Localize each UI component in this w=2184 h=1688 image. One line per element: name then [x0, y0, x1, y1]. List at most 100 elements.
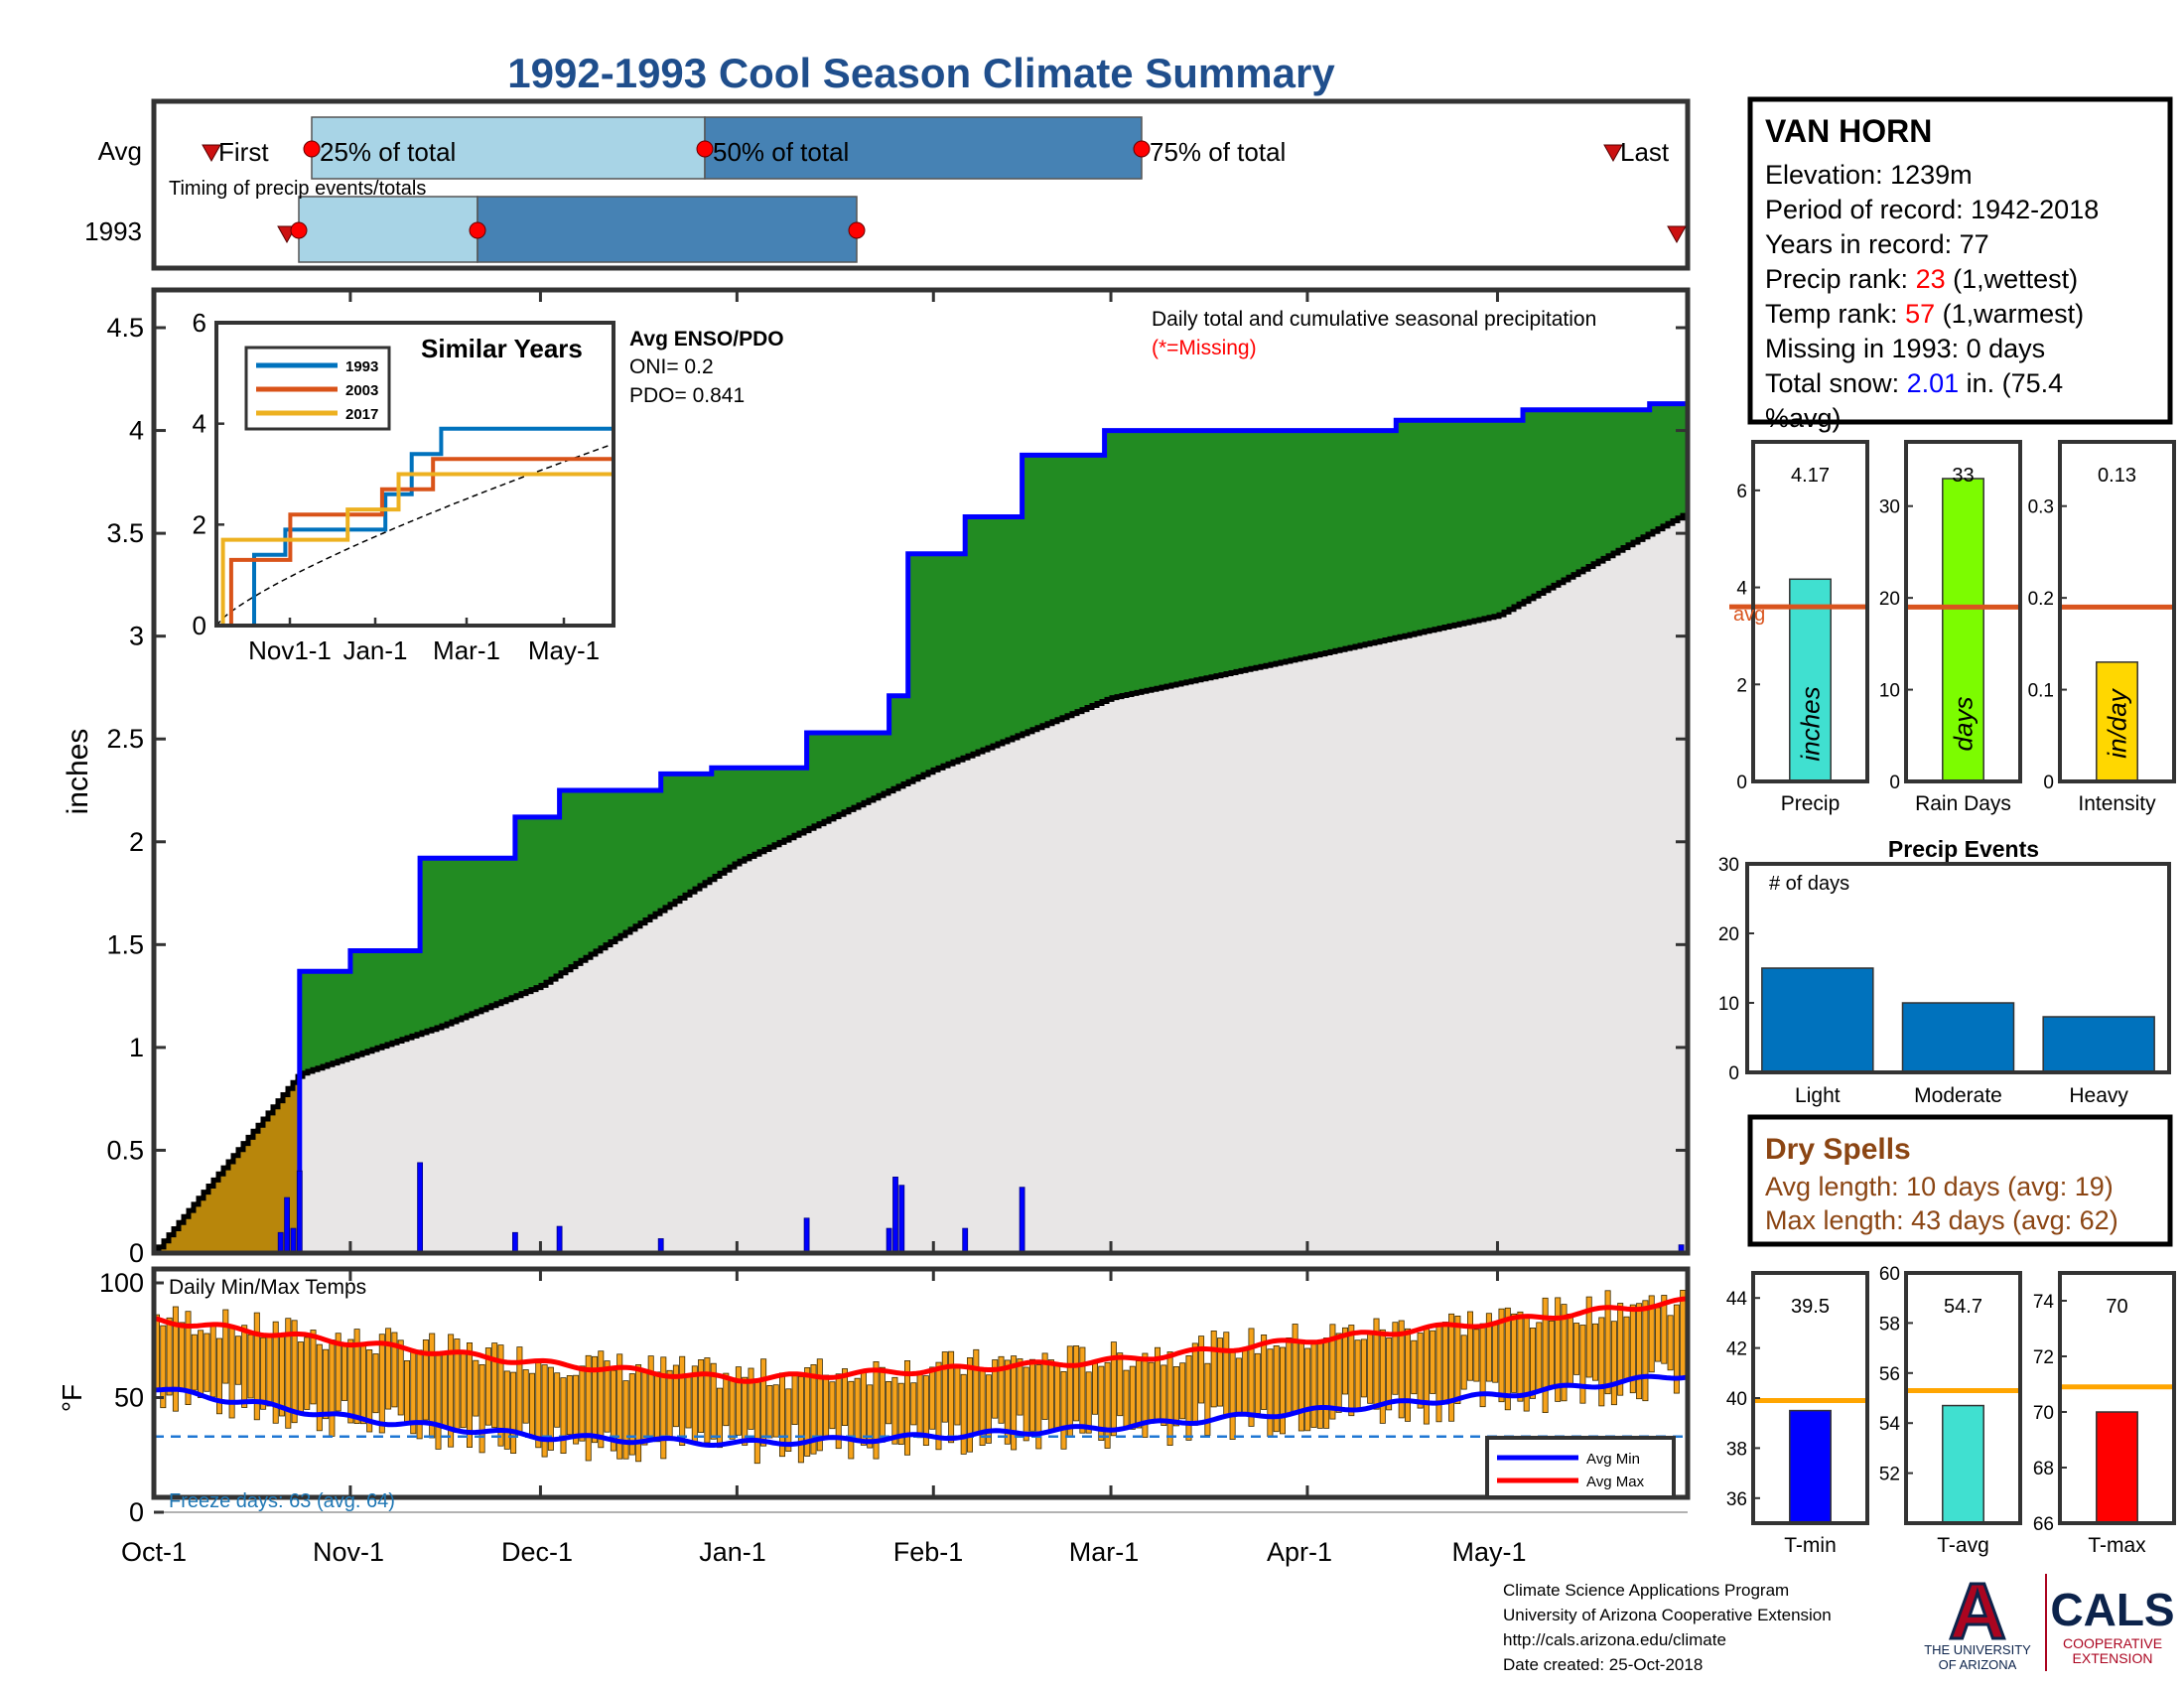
daily-total-bar — [962, 1227, 969, 1254]
daily-temp-bar — [1655, 1307, 1662, 1362]
daily-total-bar — [296, 1170, 303, 1254]
daily-temp-bar — [222, 1309, 229, 1384]
events-layer: Light Moderate Heavy 0 10 20 30 — [1718, 855, 2155, 1107]
daily-temp-bar — [297, 1341, 304, 1415]
daily-total-bar — [886, 1227, 892, 1254]
daily-temp-bar — [285, 1318, 292, 1429]
daily-temp-bar — [397, 1339, 404, 1416]
daily-temp-bar — [541, 1364, 548, 1458]
intensity-panel-tick-label: 0 — [2043, 773, 2054, 793]
daily-temp-bar — [1023, 1366, 1029, 1442]
daily-temp-bar — [1104, 1361, 1111, 1449]
daily-temp-bar — [166, 1317, 173, 1396]
daily-temp-bar — [1191, 1342, 1198, 1426]
daily-temp-bar — [1198, 1336, 1205, 1404]
precip-ylabel: inches — [62, 729, 94, 815]
events-bar-moderate — [1901, 1002, 2015, 1073]
similar-line-2017 — [216, 433, 615, 628]
p50-marker-1993 — [469, 221, 486, 239]
precip-rank-value: 23 — [1916, 264, 1946, 294]
daily-temp-bar — [1348, 1325, 1355, 1417]
last-marker-avg — [1603, 144, 1623, 163]
pdo-label: PDO= 0.841 — [629, 384, 745, 407]
events-ytick-label: 10 — [1718, 994, 1739, 1015]
precip-panel-frame — [1751, 440, 1869, 783]
daily-temp-bar — [241, 1325, 248, 1408]
daily-temp-bar — [1417, 1333, 1424, 1409]
daily-temp-bar — [635, 1364, 642, 1463]
daily-temp-bar — [854, 1377, 861, 1443]
ua-logo-line-2: OF ARIZONA — [1939, 1657, 2017, 1672]
daily-temp-bar — [1648, 1295, 1655, 1373]
station-box — [1747, 96, 2173, 425]
daily-temp-bar — [179, 1322, 186, 1392]
daily-temp-bar — [335, 1333, 341, 1412]
daily-temp-bar — [497, 1344, 504, 1447]
dry-spells-panel: Dry Spells Avg length: 10 days (avg: 19)… — [1747, 1114, 2173, 1247]
timing-frame — [151, 98, 1691, 271]
daily-temp-bar — [209, 1323, 216, 1398]
daily-temp-bar — [266, 1335, 273, 1407]
daily-temp-bar — [679, 1355, 686, 1446]
page-title: 1992-1993 Cool Season Climate Summary — [507, 50, 1335, 96]
daily-temp-bar — [448, 1334, 455, 1448]
last-label: Last — [1620, 137, 1670, 167]
daily-temp-bar — [766, 1385, 773, 1439]
daily-temp-bar — [1267, 1348, 1274, 1438]
daily-temp-bar — [1673, 1304, 1680, 1394]
daily-temp-bar — [823, 1374, 830, 1439]
daily-temp-bar — [247, 1334, 254, 1399]
daily-temp-bar — [1448, 1313, 1455, 1422]
daily-temp-bar — [1473, 1329, 1480, 1382]
similar-xticks: Nov1-1 Jan-1 Mar-1 May-1 — [248, 618, 600, 665]
similar-xtick-label: Nov1-1 — [248, 635, 332, 665]
daily-temp-bar — [1592, 1323, 1599, 1381]
daily-temp-bar — [886, 1381, 892, 1425]
daily-temp-bar — [566, 1375, 573, 1436]
daily-temp-bar — [1172, 1366, 1179, 1427]
events-bar-heavy — [2042, 1016, 2155, 1073]
daily-temp-bar — [1573, 1323, 1580, 1375]
daily-temp-bar — [1136, 1360, 1143, 1429]
daily-temp-bar — [922, 1375, 929, 1446]
daily-temp-bar — [1504, 1307, 1511, 1411]
daily-temp-bar — [191, 1334, 198, 1391]
daily-temp-bar — [860, 1369, 867, 1446]
daily-temp-bar — [253, 1312, 260, 1421]
similar-line-1993 — [216, 415, 615, 628]
daily-temp-bar — [529, 1372, 536, 1439]
daily-temp-bar — [198, 1330, 205, 1399]
daily-temp-bar — [710, 1362, 717, 1440]
similar-yticks: 0 2 4 6 — [193, 308, 224, 640]
daily-temp-bar — [873, 1361, 880, 1460]
daily-temp-bar — [785, 1388, 792, 1453]
daily-temp-bar — [929, 1366, 936, 1430]
events-xlabel-heavy: Heavy — [2069, 1084, 2128, 1107]
daily-temp-bar — [592, 1355, 599, 1444]
daily-temp-bar — [1066, 1345, 1073, 1438]
daily-temp-bar — [1079, 1346, 1086, 1434]
timing-caption: Timing of precip events/totals — [169, 178, 426, 200]
precip-ytick-label: 2.5 — [106, 724, 144, 754]
daily-temp-bar — [441, 1350, 448, 1427]
daily-temp-bar — [1047, 1359, 1054, 1432]
daily-temp-bar — [941, 1351, 948, 1423]
footer-line-4: Date created: 25-Oct-2018 — [1503, 1655, 1703, 1674]
similar-xtick-label: May-1 — [528, 635, 600, 665]
daily-temp-bar — [935, 1361, 942, 1451]
daily-temp-bar — [1460, 1335, 1467, 1390]
timing-box-50-75-1993 — [477, 196, 858, 263]
precip-panel-value-label: 4.17 — [1791, 465, 1830, 487]
daily-temp-bar — [391, 1332, 398, 1408]
daily-temp-bar — [1379, 1329, 1386, 1424]
daily-temp-bar — [535, 1359, 542, 1449]
daily-temp-bar — [1204, 1362, 1211, 1436]
daily-temp-bar — [797, 1376, 804, 1464]
daily-temp-bar — [304, 1336, 311, 1410]
raindays-panel-value-label: 33 — [1952, 465, 1974, 487]
p75-label: 75% of total — [1150, 137, 1286, 167]
p75-marker-avg — [1133, 140, 1151, 158]
tmin-panel-tick-label: 38 — [1726, 1439, 1747, 1460]
daily-temp-bar — [998, 1355, 1005, 1424]
precip-panel: 0 2 4 6 4.17 inches Precip avg — [1729, 440, 1869, 815]
